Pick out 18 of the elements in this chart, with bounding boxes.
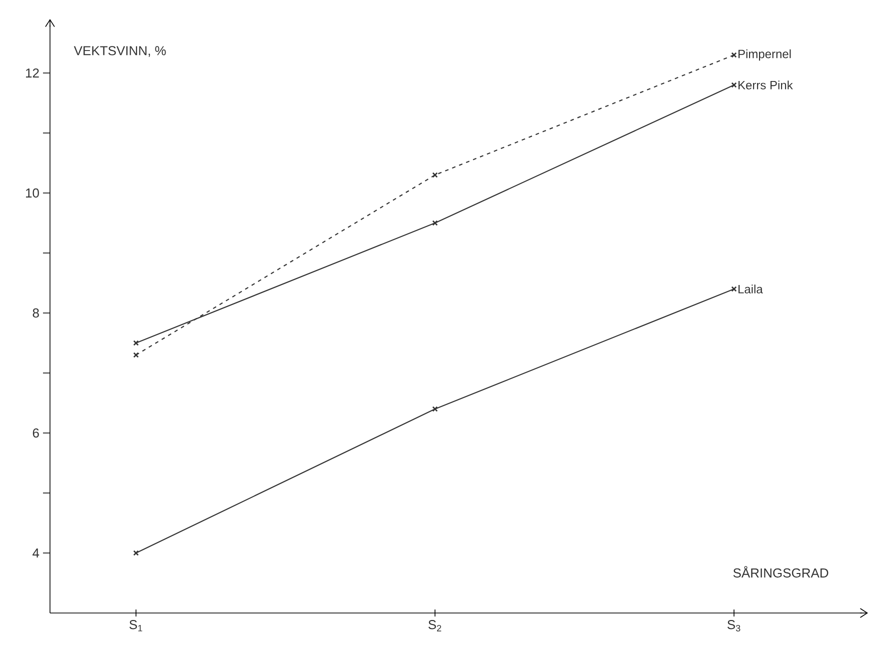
point [432, 406, 438, 412]
point [432, 172, 438, 178]
series-label: Pimpernel [738, 49, 791, 61]
x-tick-label: S$_{2}$ [428, 620, 442, 632]
y-tick-label: 4 [32, 548, 40, 558]
point [432, 220, 438, 226]
y-axis-title: VEKTSVINN, % [74, 46, 166, 57]
y-tick-label: 6 [32, 428, 39, 438]
point [731, 52, 737, 58]
series-label: Laila [738, 284, 763, 294]
point [133, 352, 139, 358]
x-tick-label: S$_{3}$ [727, 620, 740, 632]
y-tick-label: 12 [26, 68, 39, 78]
x-axis-title: SÅRINGSGRAD [733, 566, 828, 578]
x-tick-label: S$_{1}$ [129, 620, 142, 632]
y-tick-label: 8 [32, 308, 39, 318]
y-tick-label: 10 [26, 188, 39, 198]
series-label: Kerrs Pink [738, 80, 793, 90]
